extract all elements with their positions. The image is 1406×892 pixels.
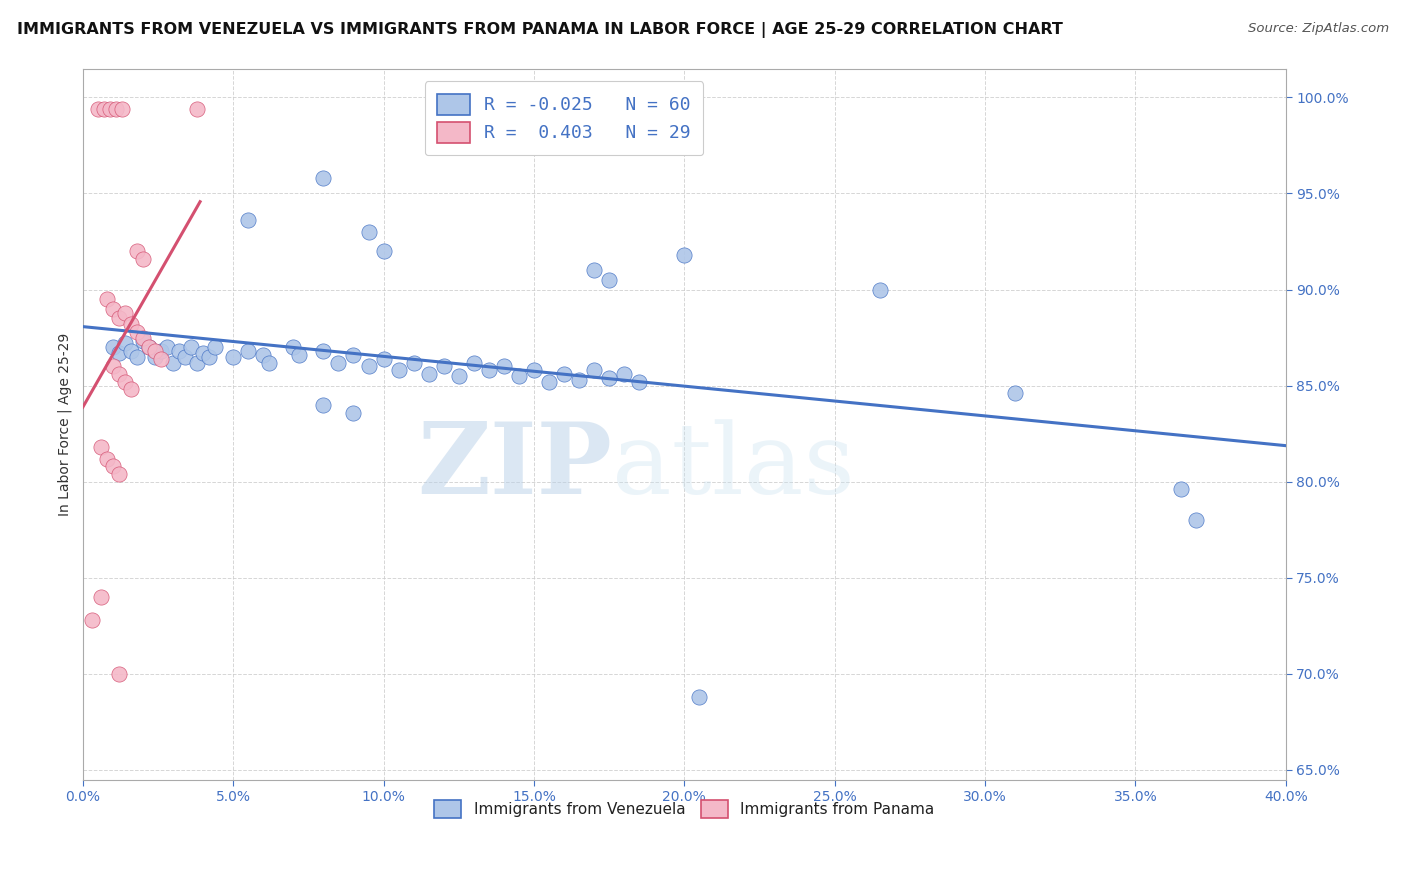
Point [114, 375, 136, 389]
Point [108, 666, 131, 681]
Point [186, 355, 208, 369]
Point [342, 405, 364, 419]
Point [869, 283, 891, 297]
Point [598, 371, 620, 385]
Point [138, 340, 160, 354]
Point [80, 613, 103, 627]
Point [288, 348, 311, 362]
Point [132, 334, 155, 349]
Point [373, 351, 395, 366]
Point [328, 355, 350, 369]
Point [598, 273, 620, 287]
Legend: Immigrants from Venezuela, Immigrants from Panama: Immigrants from Venezuela, Immigrants fr… [426, 792, 942, 825]
Point [174, 350, 197, 364]
Point [101, 340, 124, 354]
Point [132, 252, 155, 266]
Point [553, 367, 575, 381]
Point [186, 102, 208, 116]
Point [1004, 386, 1026, 401]
Point [93, 102, 115, 116]
Point [90, 590, 112, 604]
Point [312, 171, 335, 186]
Point [688, 690, 710, 704]
Point [108, 467, 131, 481]
Point [198, 350, 221, 364]
Point [418, 367, 440, 381]
Point [283, 340, 305, 354]
Point [508, 369, 530, 384]
Point [568, 373, 591, 387]
Point [373, 244, 395, 258]
Text: Source: ZipAtlas.com: Source: ZipAtlas.com [1249, 22, 1389, 36]
Point [402, 355, 425, 369]
Point [191, 346, 214, 360]
Point [204, 340, 226, 354]
Point [1184, 513, 1206, 527]
Point [312, 398, 335, 412]
Text: atlas: atlas [612, 419, 855, 515]
Point [312, 344, 335, 359]
Point [222, 350, 245, 364]
Point [149, 351, 172, 366]
Point [357, 225, 380, 239]
Point [583, 263, 606, 277]
Point [108, 367, 131, 381]
Point [259, 355, 281, 369]
Point [342, 348, 364, 362]
Point [125, 350, 148, 364]
Point [125, 325, 148, 339]
Point [463, 355, 485, 369]
Point [1170, 483, 1192, 497]
Point [156, 340, 179, 354]
Point [132, 330, 155, 344]
Point [114, 305, 136, 319]
Point [101, 301, 124, 316]
Point [125, 244, 148, 258]
Y-axis label: In Labor Force | Age 25-29: In Labor Force | Age 25-29 [58, 333, 72, 516]
Point [433, 359, 456, 374]
Point [101, 459, 124, 474]
Point [101, 359, 124, 374]
Point [162, 355, 184, 369]
Point [120, 383, 142, 397]
Text: ZIP: ZIP [418, 418, 612, 516]
Point [108, 346, 131, 360]
Point [90, 440, 112, 454]
Point [108, 311, 131, 326]
Point [238, 213, 260, 227]
Point [537, 375, 560, 389]
Point [387, 363, 409, 377]
Point [238, 344, 260, 359]
Point [478, 363, 501, 377]
Point [111, 102, 134, 116]
Point [149, 344, 172, 359]
Point [583, 363, 606, 377]
Point [104, 102, 127, 116]
Point [138, 340, 160, 354]
Point [167, 344, 190, 359]
Point [98, 102, 121, 116]
Point [120, 317, 142, 331]
Point [120, 344, 142, 359]
Point [143, 350, 166, 364]
Text: IMMIGRANTS FROM VENEZUELA VS IMMIGRANTS FROM PANAMA IN LABOR FORCE | AGE 25-29 C: IMMIGRANTS FROM VENEZUELA VS IMMIGRANTS … [17, 22, 1063, 38]
Point [96, 292, 118, 306]
Point [613, 367, 636, 381]
Point [180, 340, 202, 354]
Point [252, 348, 274, 362]
Point [523, 363, 546, 377]
Point [357, 359, 380, 374]
Point [96, 451, 118, 466]
Point [447, 369, 470, 384]
Point [87, 102, 110, 116]
Point [143, 344, 166, 359]
Point [628, 375, 651, 389]
Point [492, 359, 515, 374]
Point [673, 248, 696, 262]
Point [114, 336, 136, 351]
